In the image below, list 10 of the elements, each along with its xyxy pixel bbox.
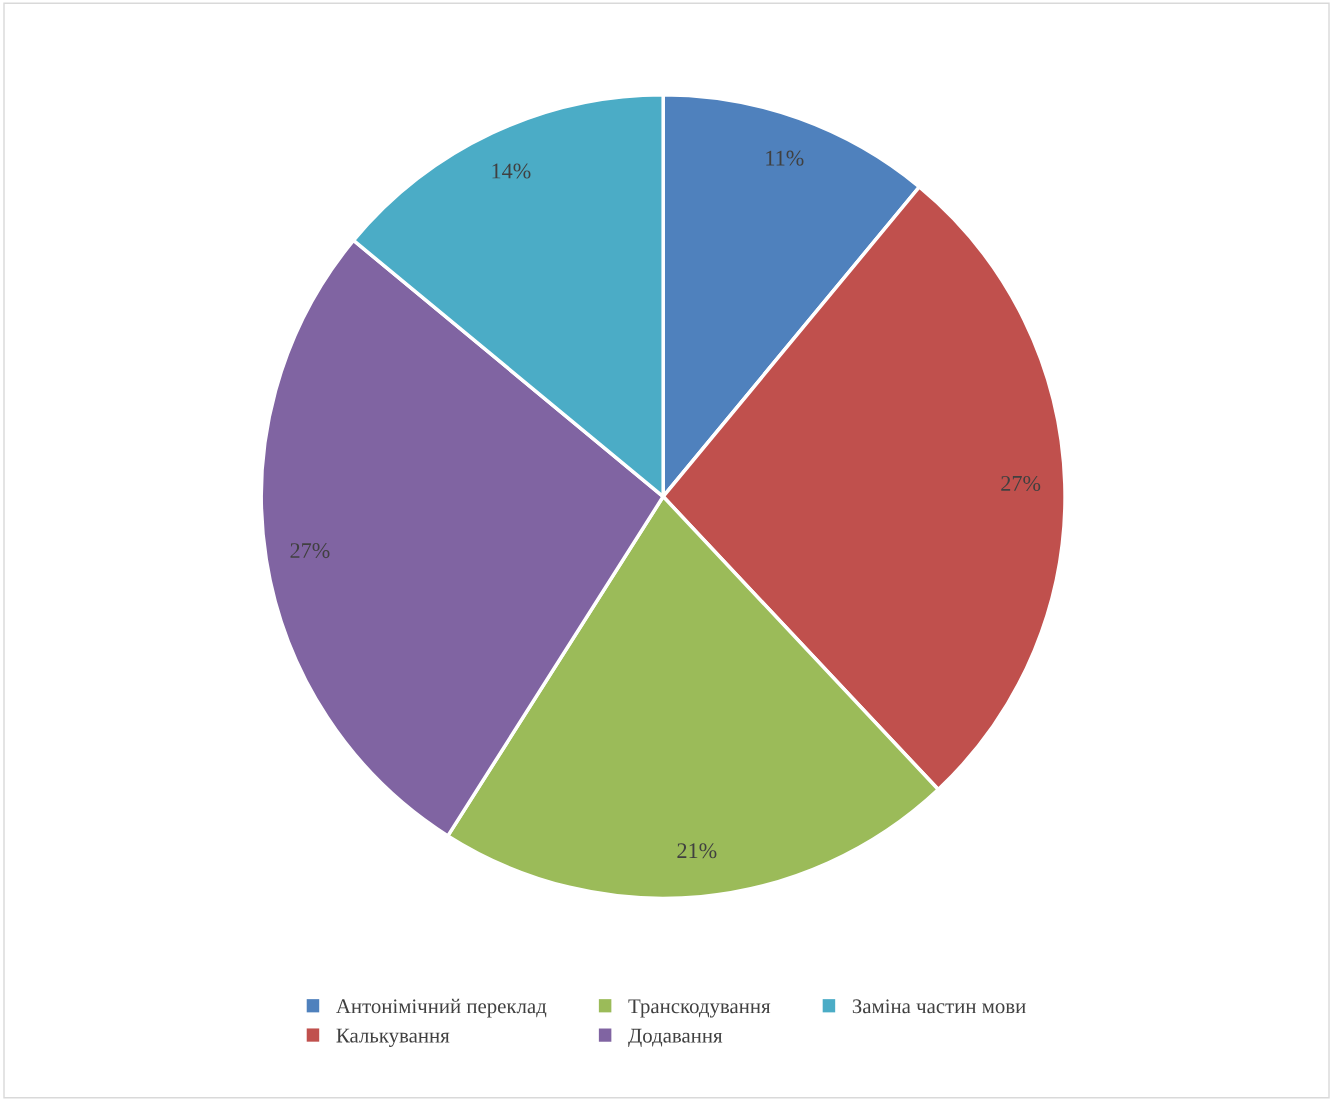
data-label: 14% <box>492 163 531 179</box>
data-label: 21% <box>677 843 717 859</box>
legend-label: Транскодування <box>628 999 771 1018</box>
data-label: 27% <box>290 543 330 559</box>
legend-label: Калькування <box>336 1028 450 1047</box>
legend-label: Антонімічний переклад <box>336 998 547 1018</box>
data-label: 27% <box>1001 475 1041 491</box>
data-label: 11% <box>766 150 804 166</box>
legend-label: Додавання <box>628 1028 723 1047</box>
legend-label: Заміна частин мови <box>852 999 1026 1014</box>
